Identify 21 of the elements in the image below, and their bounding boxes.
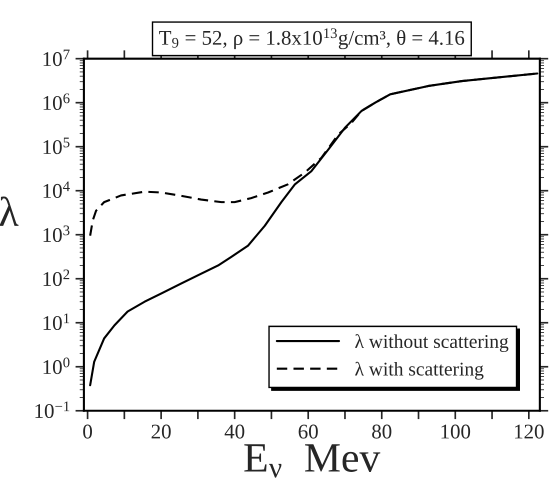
x-tick-label: 120 bbox=[515, 424, 544, 439]
chart-title: T$_{9}$ = 52, ρ = 1.8x10$^{13}$g/cm³, θ = 4.16 bbox=[159, 28, 464, 50]
y-tick-label: 10$^{7}$ bbox=[44, 50, 70, 66]
y-axis-title: λ bbox=[0, 196, 19, 226]
x-tick-label: 60 bbox=[298, 424, 318, 439]
legend-label: λ with scattering bbox=[355, 362, 484, 380]
x-tick-label: 0 bbox=[83, 424, 92, 439]
x-tick-label: 100 bbox=[441, 424, 470, 439]
y-tick-label: 10$^{2}$ bbox=[44, 270, 70, 286]
x-tick-label: 40 bbox=[224, 424, 244, 439]
y-tick-label: 10$^{6}$ bbox=[44, 93, 70, 110]
x-axis-title: E$_{ν}$ Mev bbox=[244, 444, 380, 478]
y-tick-label: 10$^{5}$ bbox=[44, 138, 70, 154]
legend-label: λ without scattering bbox=[355, 334, 508, 352]
x-tick-label: 20 bbox=[152, 424, 171, 439]
y-tick-label: 10$^{0}$ bbox=[44, 358, 70, 374]
x-tick-label: 80 bbox=[372, 424, 392, 439]
y-tick-label: 10$^{1}$ bbox=[44, 314, 70, 330]
y-tick-label: 10$^{3}$ bbox=[44, 225, 70, 242]
y-tick-label: 10$^{−1}$ bbox=[35, 402, 70, 418]
y-tick-label: 10$^{4}$ bbox=[44, 181, 70, 198]
